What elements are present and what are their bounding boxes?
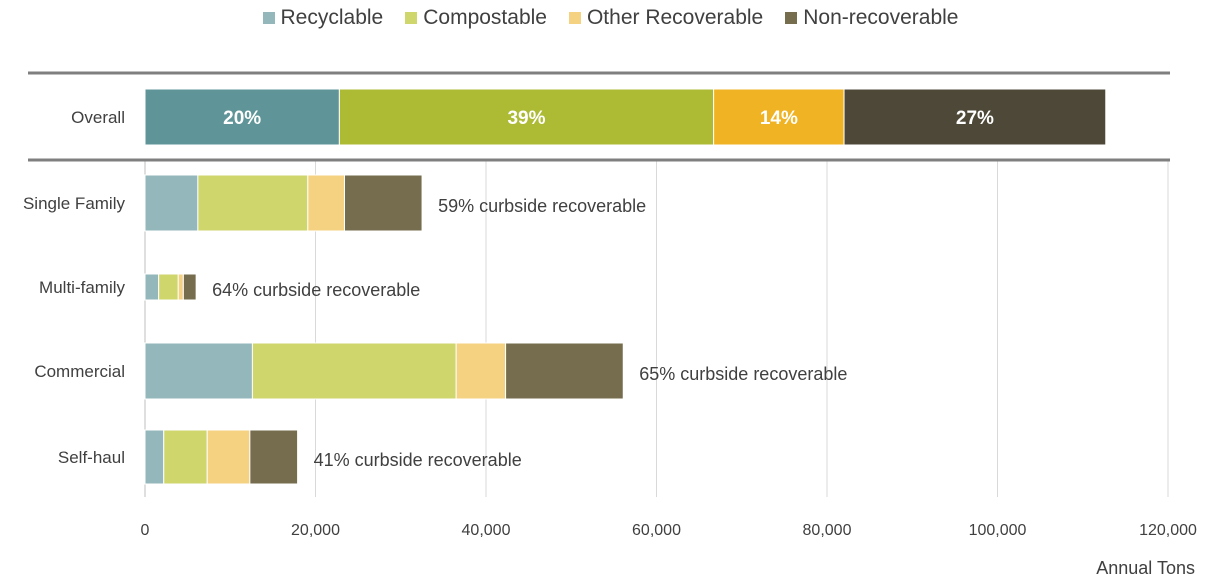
- bar-segment: [338, 88, 715, 146]
- curbside-annotation: 65% curbside recoverable: [639, 364, 847, 384]
- legend-label: Non-recoverable: [803, 6, 959, 29]
- x-axis-title: Annual Tons: [1096, 558, 1195, 578]
- category-label: Self-haul: [58, 448, 125, 467]
- x-tick-label: 60,000: [632, 522, 681, 539]
- bar-segment: [144, 88, 340, 146]
- legend-item: Compostable: [405, 6, 547, 30]
- data-label: 20%: [223, 108, 261, 129]
- bar-segment: [163, 429, 208, 485]
- legend-item: Non-recoverable: [785, 6, 958, 30]
- legend-item: Recyclable: [262, 6, 384, 30]
- bar-segment: [144, 174, 199, 232]
- x-tick-label: 120,000: [1139, 522, 1197, 539]
- curbside-annotation: 41% curbside recoverable: [314, 450, 522, 470]
- legend-item: Other Recoverable: [568, 6, 764, 30]
- category-label: Overall: [71, 108, 125, 127]
- bar-segment: [249, 429, 299, 485]
- bar-segment: [144, 429, 165, 485]
- legend-label: Recyclable: [280, 6, 384, 29]
- legend-label: Other Recoverable: [586, 6, 764, 29]
- bar-segment: [206, 429, 251, 485]
- category-label: Multi-family: [39, 278, 125, 297]
- bar-segment: [144, 273, 160, 301]
- bar-segment: [144, 342, 253, 400]
- data-label: 14%: [760, 108, 798, 129]
- legend-swatch: [785, 12, 798, 24]
- curbside-annotation: 64% curbside recoverable: [212, 280, 420, 300]
- x-tick-label: 100,000: [969, 522, 1027, 539]
- bar-segment: [455, 342, 507, 400]
- data-label: 39%: [507, 108, 545, 129]
- bar-segment: [177, 273, 184, 301]
- bar-segment: [251, 342, 457, 400]
- bar-segment: [158, 273, 179, 301]
- legend-label: Compostable: [423, 6, 547, 29]
- x-tick-label: 0: [141, 522, 150, 539]
- bar-segment: [182, 273, 197, 301]
- legend-swatch: [262, 12, 275, 24]
- bar-segment: [505, 342, 624, 400]
- bar-segment: [197, 174, 309, 232]
- category-label: Commercial: [34, 362, 125, 381]
- category-label: Single Family: [23, 194, 126, 213]
- bar-segment: [713, 88, 845, 146]
- x-tick-label: 80,000: [803, 522, 852, 539]
- curbside-annotation: 59% curbside recoverable: [438, 196, 646, 216]
- data-label: 27%: [956, 108, 994, 129]
- bar-segment: [307, 174, 345, 232]
- legend-swatch: [568, 12, 581, 24]
- x-tick-label: 20,000: [291, 522, 340, 539]
- bar-segment: [843, 88, 1107, 146]
- legend-swatch: [405, 12, 418, 24]
- legend: Recyclable Compostable Other Recoverable No…: [0, 6, 1221, 30]
- bar-segment: [343, 174, 423, 232]
- x-tick-label: 40,000: [462, 522, 511, 539]
